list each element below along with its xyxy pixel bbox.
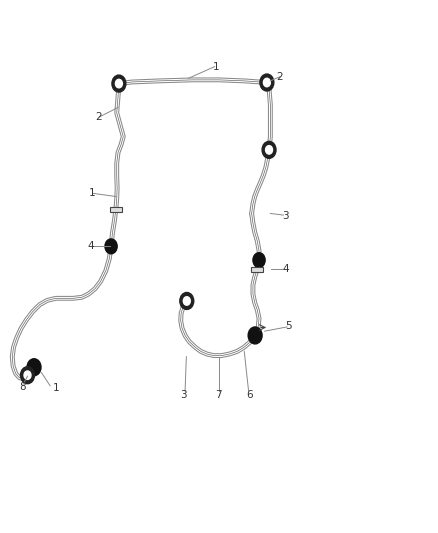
- Text: 4: 4: [88, 241, 94, 252]
- Text: 1: 1: [53, 383, 60, 393]
- Text: 1: 1: [212, 62, 219, 71]
- Circle shape: [112, 75, 126, 92]
- Text: 8: 8: [20, 382, 26, 392]
- Circle shape: [180, 293, 194, 310]
- Text: 7: 7: [215, 390, 222, 400]
- Circle shape: [21, 367, 35, 384]
- Circle shape: [116, 79, 122, 88]
- FancyBboxPatch shape: [110, 207, 122, 212]
- Text: 2: 2: [276, 71, 283, 82]
- Text: 6: 6: [246, 390, 253, 400]
- Text: 4: 4: [282, 264, 289, 274]
- Text: 5: 5: [286, 321, 292, 331]
- FancyBboxPatch shape: [251, 266, 263, 272]
- Text: 1: 1: [88, 188, 95, 198]
- Circle shape: [265, 146, 272, 154]
- Text: 3: 3: [282, 211, 289, 221]
- Circle shape: [262, 141, 276, 158]
- Text: 3: 3: [180, 390, 187, 400]
- Text: 2: 2: [95, 112, 102, 122]
- Circle shape: [184, 297, 190, 305]
- Circle shape: [263, 78, 270, 87]
- Circle shape: [260, 74, 274, 91]
- Circle shape: [24, 371, 31, 379]
- Circle shape: [27, 359, 41, 376]
- Circle shape: [248, 327, 262, 344]
- Circle shape: [105, 239, 117, 254]
- Circle shape: [253, 253, 265, 268]
